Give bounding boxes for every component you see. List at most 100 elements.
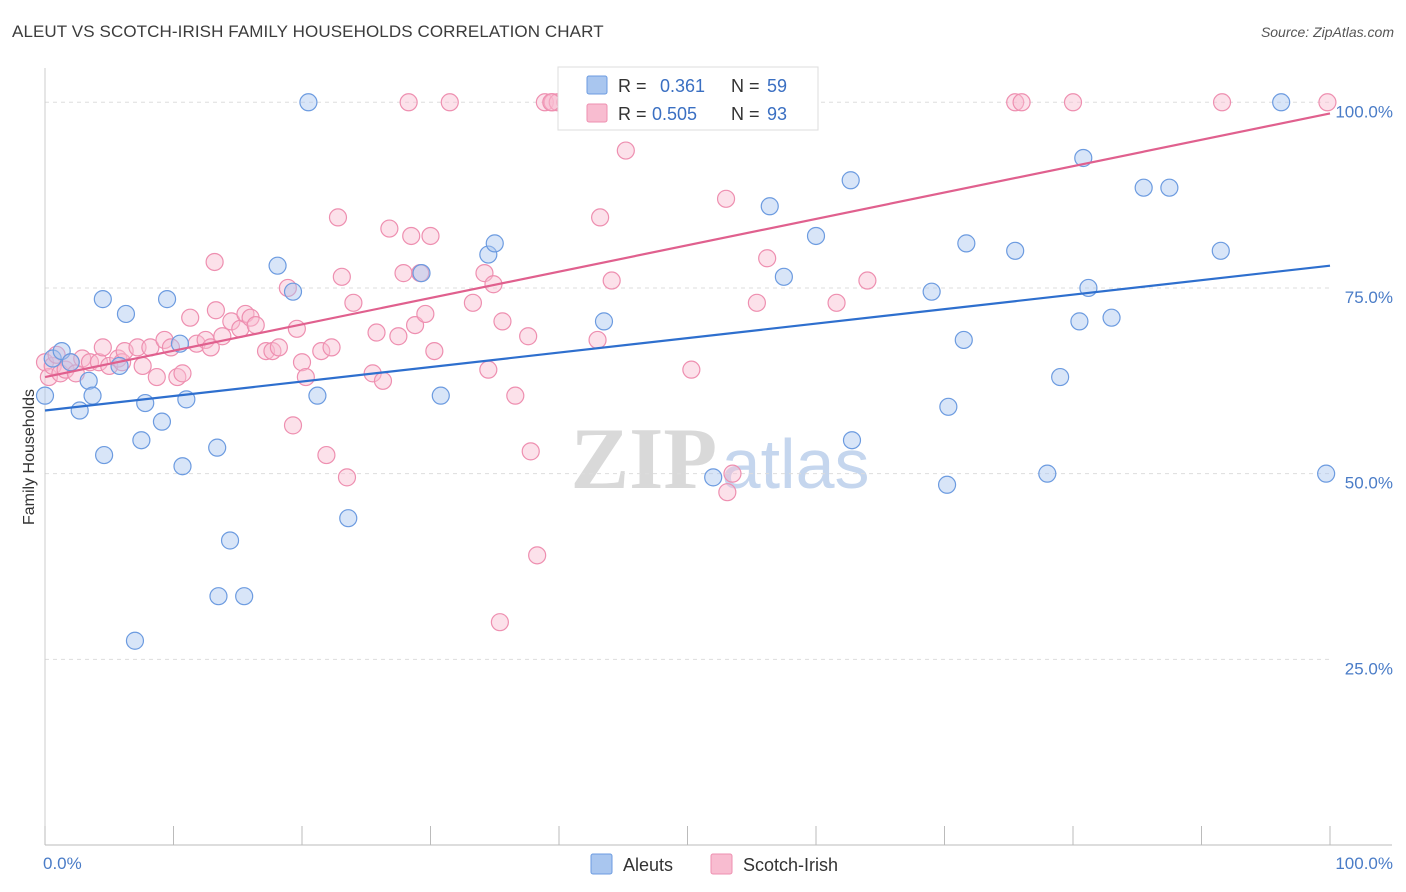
stats-legend-swatch-aleuts <box>586 75 608 95</box>
scotch-irish-point <box>389 327 408 346</box>
scotch-irish-point <box>269 338 288 357</box>
legend-label-scotch-irish: Scotch-Irish <box>743 855 838 875</box>
aleut-point <box>79 371 98 390</box>
x-tick-label-min: 0.0% <box>43 854 82 873</box>
watermark-atlas: atlas <box>722 425 870 503</box>
aleut-point <box>939 397 958 416</box>
scotch-irish-point <box>519 327 538 346</box>
scotch-irish-point <box>588 330 607 350</box>
aleut-point <box>283 282 303 301</box>
aleut-point <box>308 386 327 405</box>
aleut-point <box>61 353 80 372</box>
stats-legend-n-value-scotch-irish: 93 <box>767 104 787 124</box>
aleut-point <box>35 386 55 405</box>
scotch-irish-point <box>723 464 742 483</box>
scotch-irish-point <box>394 264 413 283</box>
scotch-irish-point <box>425 341 444 361</box>
aleut-point <box>1160 178 1179 197</box>
aleut-point <box>479 245 498 264</box>
scotch-irish-point <box>287 319 306 338</box>
stats-legend-n-label-aleuts: N = <box>731 76 760 96</box>
scotch-irish-point <box>399 93 418 112</box>
scotch-irish-point <box>328 208 348 227</box>
aleut-point <box>1102 308 1121 327</box>
aleut-point <box>235 587 254 606</box>
aleut-point <box>704 468 723 487</box>
scotch-irish-point <box>490 613 509 632</box>
scotch-irish-point <box>1063 93 1083 112</box>
scotch-irish-point <box>367 323 386 342</box>
scotch-irish-point <box>147 367 166 387</box>
legend-label-aleuts: Aleuts <box>623 855 673 875</box>
scotch-irish-point <box>173 364 192 383</box>
aleut-point <box>431 386 450 405</box>
stats-legend-r-value-aleuts: 0.361 <box>660 76 705 96</box>
aleut-trend-line <box>44 264 1331 412</box>
y-tick-label: 25.0% <box>1345 659 1393 678</box>
y-tick-label: 50.0% <box>1345 474 1393 493</box>
chart-title: ALEUT VS SCOTCH-IRISH FAMILY HOUSEHOLDS … <box>12 22 604 41</box>
stats-legend-r-label-aleuts: R = <box>618 76 647 96</box>
trend-lines <box>44 112 1331 412</box>
scotch-irish-point <box>128 338 147 357</box>
scotch-irish-trend-line <box>44 112 1331 379</box>
scotch-irish-point <box>283 416 303 435</box>
aleut-point <box>125 631 145 650</box>
scotch-irish-point <box>1212 93 1232 112</box>
aleut-point <box>173 457 192 476</box>
scotch-irish-point <box>246 315 265 335</box>
scotch-irish-point <box>440 93 459 112</box>
scotch-irish-point <box>402 226 421 246</box>
scotch-irish-point <box>205 252 224 272</box>
scotch-irish-point <box>716 189 736 208</box>
aleut-point <box>1211 241 1230 260</box>
scotch-irish-point <box>827 293 846 312</box>
aleut-point <box>209 587 228 606</box>
aleut-point <box>157 290 177 309</box>
scotch-irish-point <box>521 442 540 461</box>
aleut-point <box>93 290 112 309</box>
scotch-irish-point <box>747 293 766 312</box>
aleut-point <box>774 267 793 286</box>
scotch-irish-point <box>858 271 877 290</box>
scotch-irish-point <box>337 468 357 487</box>
stats-legend-n-value-aleuts: 59 <box>767 76 787 96</box>
scotch-irish-point <box>758 249 777 268</box>
scotch-irish-point <box>1006 93 1025 112</box>
legend-swatch-aleuts <box>590 853 613 875</box>
aleut-point <box>842 431 862 450</box>
scotch-irish-point <box>312 341 331 361</box>
aleut-point <box>954 330 973 350</box>
scotch-irish-point <box>206 301 226 320</box>
aleut-point <box>136 393 155 413</box>
aleut-point <box>299 93 318 112</box>
scotch-irish-point <box>133 356 152 376</box>
aleut-point <box>1134 178 1153 197</box>
watermark-zip: ZIP <box>570 411 717 508</box>
scotch-irish-point <box>380 219 399 238</box>
aleut-point <box>937 475 957 494</box>
aleut-point <box>806 226 826 246</box>
aleut-point <box>220 531 240 550</box>
aleut-point <box>1051 367 1070 387</box>
aleut-point <box>208 438 227 457</box>
y-tick-label: 75.0% <box>1345 288 1393 307</box>
scotch-irish-point <box>93 338 112 357</box>
scotch-irish-point <box>1012 93 1031 112</box>
aleut-point <box>70 401 89 420</box>
scotch-irish-point <box>296 367 315 387</box>
scotch-irish-point <box>317 445 336 465</box>
scotch-irish-point <box>322 338 341 357</box>
scotch-irish-point <box>373 371 393 390</box>
aleut-point <box>1006 241 1025 260</box>
aleut-point <box>1317 464 1336 483</box>
aleut-point <box>594 312 614 331</box>
scotch-irish-point <box>493 312 512 331</box>
source-label: Source: ZipAtlas.com <box>1260 24 1394 40</box>
stats-legend-r-value-scotch-irish: 0.505 <box>652 104 697 124</box>
scotch-irish-point <box>181 308 200 327</box>
axes: 0.0% 100.0% <box>43 68 1393 873</box>
scotch-irish-point <box>479 360 498 379</box>
aleut-point <box>412 264 431 283</box>
